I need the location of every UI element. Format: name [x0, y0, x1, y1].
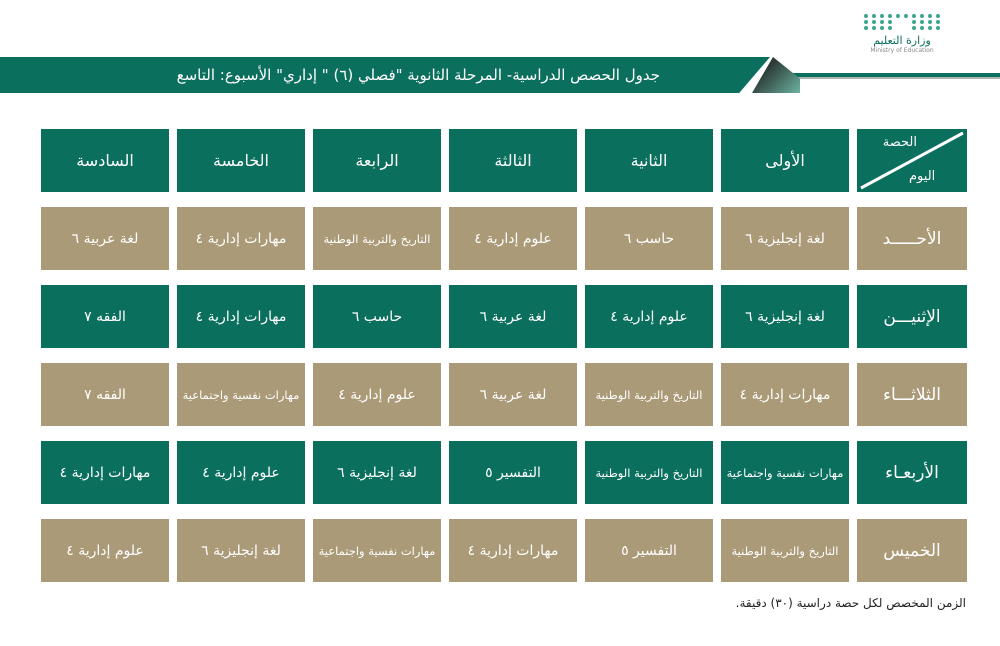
timetable-cell: التفسير ٥ [585, 519, 713, 582]
timetable-cell: لغة عربية ٦ [449, 363, 577, 426]
corner-header: الحصة اليوم [857, 129, 967, 192]
period-header: الرابعة [313, 129, 441, 192]
timetable-cell: الفقه ٧ [41, 363, 169, 426]
corner-period-label: الحصة [882, 135, 917, 150]
timetable-cell: علوم إدارية ٤ [177, 441, 305, 504]
logo-dot [911, 26, 916, 30]
period-header: الخامسة [177, 129, 305, 192]
timetable-cell: مهارات نفسية واجتماعية [313, 519, 441, 582]
timetable-cell: مهارات إدارية ٤ [449, 519, 577, 582]
timetable-cell: التفسير ٥ [449, 441, 577, 504]
day-label: الإثنيـــن [857, 285, 967, 348]
diagonal-divider [860, 131, 964, 190]
timetable-cell: مهارات إدارية ٤ [177, 207, 305, 270]
logo-name-ar: وزارة التعليم [873, 34, 931, 47]
timetable-cell: لغة إنجليزية ٦ [177, 519, 305, 582]
timetable-cell: التاريخ والتربية الوطنية [721, 519, 849, 582]
ministry-logo: وزارة التعليم Ministry of Education [862, 14, 942, 54]
timetable-cell: حاسب ٦ [585, 207, 713, 270]
logo-dot [879, 14, 884, 18]
logo-dot [919, 26, 924, 30]
logo-dots-icon [862, 14, 942, 30]
timetable-cell: لغة إنجليزية ٦ [721, 207, 849, 270]
timetable-cell: مهارات إدارية ٤ [721, 363, 849, 426]
logo-dot [887, 26, 892, 30]
period-header: الثالثة [449, 129, 577, 192]
timetable-cell: علوم إدارية ٤ [585, 285, 713, 348]
logo-dot [911, 14, 916, 18]
logo-dot [919, 20, 924, 24]
corner-day-label: اليوم [909, 169, 936, 184]
logo-dot [927, 26, 932, 30]
footer-note: الزمن المخصص لكل حصة دراسية (٣٠) دقيقة. [735, 596, 966, 610]
header-line [780, 73, 1000, 79]
logo-dot [879, 20, 884, 24]
logo-dot [863, 20, 868, 24]
timetable-cell: علوم إدارية ٤ [449, 207, 577, 270]
timetable-cell: لغة عربية ٦ [449, 285, 577, 348]
logo-dot [919, 14, 924, 18]
logo-name-en: Ministry of Education [870, 47, 934, 54]
logo-dot [863, 26, 868, 30]
day-label: الأحـــــد [857, 207, 967, 270]
logo-dot [863, 14, 868, 18]
logo-dot [871, 14, 876, 18]
title-band [0, 57, 770, 93]
timetable-cell: مهارات نفسية واجتماعية [721, 441, 849, 504]
timetable-cell: مهارات إدارية ٤ [41, 441, 169, 504]
day-label: الثلاثـــاء [857, 363, 967, 426]
period-header: الثانية [585, 129, 713, 192]
day-label: الأربعـاء [857, 441, 967, 504]
logo-dot [887, 20, 892, 24]
timetable-cell: لغة إنجليزية ٦ [721, 285, 849, 348]
timetable-cell: مهارات إدارية ٤ [177, 285, 305, 348]
logo-dot [871, 20, 876, 24]
period-header: الأولى [721, 129, 849, 192]
logo-dot [871, 26, 876, 30]
timetable-cell: التاريخ والتربية الوطنية [313, 207, 441, 270]
logo-dot [935, 14, 940, 18]
logo-dot [935, 20, 940, 24]
page-title: جدول الحصص الدراسية- المرحلة الثانوية "ف… [176, 66, 660, 84]
timetable-cell: التاريخ والتربية الوطنية [585, 441, 713, 504]
timetable: الحصة اليوم الأولى الثانية الثالثة الرابعة ا… [36, 129, 967, 582]
timetable-cell: لغة إنجليزية ٦ [313, 441, 441, 504]
timetable-cell: مهارات نفسية واجتماعية [177, 363, 305, 426]
logo-dot [927, 20, 932, 24]
logo-dot [895, 14, 900, 18]
timetable-cell: علوم إدارية ٤ [41, 519, 169, 582]
timetable-cell: علوم إدارية ٤ [313, 363, 441, 426]
timetable-cell: التاريخ والتربية الوطنية [585, 363, 713, 426]
day-label: الخميس [857, 519, 967, 582]
logo-dot [903, 14, 908, 18]
logo-dot [927, 14, 932, 18]
timetable-cell: الفقه ٧ [41, 285, 169, 348]
logo-dot [879, 26, 884, 30]
logo-dot [911, 20, 916, 24]
timetable-cell: حاسب ٦ [313, 285, 441, 348]
timetable-cell: لغة عربية ٦ [41, 207, 169, 270]
logo-dot [935, 26, 940, 30]
logo-dot [887, 14, 892, 18]
period-header: السادسة [41, 129, 169, 192]
